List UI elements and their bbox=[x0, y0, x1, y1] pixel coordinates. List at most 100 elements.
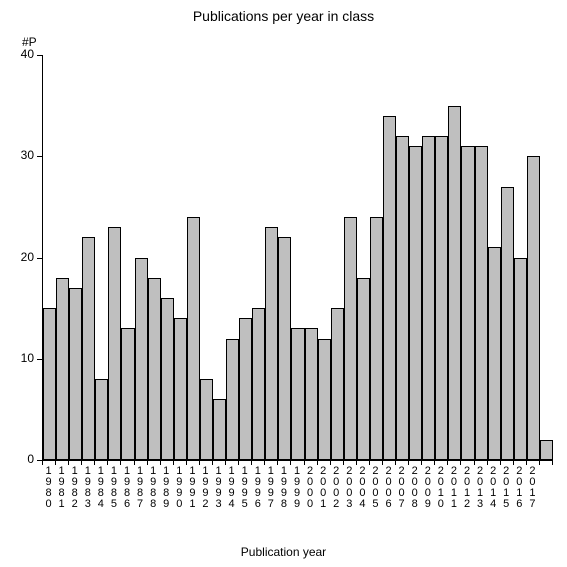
bar bbox=[252, 308, 265, 460]
bar bbox=[422, 136, 435, 460]
bar bbox=[514, 258, 527, 461]
bar bbox=[540, 440, 553, 460]
x-tick-mark bbox=[513, 460, 514, 465]
bar bbox=[331, 308, 344, 460]
x-tick-label: 1980 bbox=[44, 466, 54, 510]
x-tick-mark bbox=[94, 460, 95, 465]
y-tick-label: 0 bbox=[12, 452, 34, 466]
bar bbox=[239, 318, 252, 460]
x-axis-title: Publication year bbox=[0, 545, 567, 559]
x-tick-mark bbox=[225, 460, 226, 465]
x-tick-mark bbox=[212, 460, 213, 465]
x-tick-mark bbox=[408, 460, 409, 465]
x-tick-mark bbox=[199, 460, 200, 465]
x-tick-label: 1992 bbox=[200, 466, 210, 510]
x-tick-label: 2006 bbox=[384, 466, 394, 510]
x-tick-label: 1991 bbox=[187, 466, 197, 510]
x-tick-mark bbox=[369, 460, 370, 465]
x-tick-mark bbox=[434, 460, 435, 465]
bar bbox=[396, 136, 409, 460]
x-tick-label: 2001 bbox=[318, 466, 328, 510]
x-tick-mark bbox=[81, 460, 82, 465]
x-tick-mark bbox=[290, 460, 291, 465]
bar bbox=[357, 278, 370, 460]
bar bbox=[161, 298, 174, 460]
x-tick-label: 2002 bbox=[331, 466, 341, 510]
x-tick-label: 2017 bbox=[527, 466, 537, 510]
x-tick-mark bbox=[421, 460, 422, 465]
x-tick-label: 1983 bbox=[83, 466, 93, 510]
x-tick-label: 2011 bbox=[449, 466, 459, 510]
x-tick-label: 1997 bbox=[266, 466, 276, 510]
x-tick-label: 2010 bbox=[436, 466, 446, 510]
x-tick-mark bbox=[447, 460, 448, 465]
bar bbox=[121, 328, 134, 460]
x-tick-label: 1995 bbox=[240, 466, 250, 510]
x-tick-mark bbox=[317, 460, 318, 465]
y-tick-mark bbox=[37, 55, 42, 56]
x-tick-mark bbox=[238, 460, 239, 465]
x-tick-mark bbox=[120, 460, 121, 465]
bar bbox=[265, 227, 278, 460]
y-tick-label: 30 bbox=[12, 148, 34, 162]
x-tick-label: 1987 bbox=[135, 466, 145, 510]
bar bbox=[82, 237, 95, 460]
bar bbox=[475, 146, 488, 460]
x-tick-label: 1986 bbox=[122, 466, 132, 510]
y-tick-mark bbox=[37, 258, 42, 259]
y-tick-label: 10 bbox=[12, 351, 34, 365]
x-tick-mark bbox=[343, 460, 344, 465]
x-tick-label: 1984 bbox=[96, 466, 106, 510]
x-tick-label: 2012 bbox=[462, 466, 472, 510]
x-tick-mark bbox=[107, 460, 108, 465]
bar bbox=[56, 278, 69, 460]
x-tick-mark bbox=[173, 460, 174, 465]
x-tick-label: 1994 bbox=[227, 466, 237, 510]
x-tick-label: 2009 bbox=[423, 466, 433, 510]
x-tick-mark bbox=[264, 460, 265, 465]
bar bbox=[200, 379, 213, 460]
x-tick-label: 1996 bbox=[253, 466, 263, 510]
bar bbox=[344, 217, 357, 460]
x-tick-label: 2016 bbox=[514, 466, 524, 510]
x-tick-mark bbox=[474, 460, 475, 465]
x-tick-mark bbox=[552, 460, 553, 465]
bar bbox=[318, 339, 331, 461]
bar bbox=[95, 379, 108, 460]
y-tick-mark bbox=[37, 359, 42, 360]
y-tick-mark bbox=[37, 156, 42, 157]
x-tick-label: 2004 bbox=[357, 466, 367, 510]
x-tick-mark bbox=[304, 460, 305, 465]
x-tick-mark bbox=[526, 460, 527, 465]
bar bbox=[226, 339, 239, 461]
y-tick-label: 40 bbox=[12, 47, 34, 61]
x-tick-mark bbox=[134, 460, 135, 465]
x-tick-mark bbox=[460, 460, 461, 465]
bar bbox=[43, 308, 56, 460]
bar bbox=[108, 227, 121, 460]
x-tick-label: 2008 bbox=[410, 466, 420, 510]
bar bbox=[488, 247, 501, 460]
x-tick-label: 2000 bbox=[305, 466, 315, 510]
x-tick-label: 1982 bbox=[70, 466, 80, 510]
bar bbox=[501, 187, 514, 460]
bar bbox=[291, 328, 304, 460]
bar bbox=[278, 237, 291, 460]
chart-container: Publications per year in class #P Public… bbox=[0, 0, 567, 567]
x-tick-mark bbox=[42, 460, 43, 465]
x-tick-mark bbox=[147, 460, 148, 465]
x-tick-label: 1981 bbox=[57, 466, 67, 510]
x-tick-label: 1993 bbox=[214, 466, 224, 510]
bar bbox=[135, 258, 148, 461]
chart-title: Publications per year in class bbox=[0, 8, 567, 24]
x-tick-mark bbox=[55, 460, 56, 465]
x-tick-label: 1988 bbox=[148, 466, 158, 510]
bar bbox=[305, 328, 318, 460]
x-tick-mark bbox=[277, 460, 278, 465]
bar bbox=[383, 116, 396, 460]
bar bbox=[69, 288, 82, 460]
bar bbox=[435, 136, 448, 460]
x-tick-mark bbox=[356, 460, 357, 465]
bar bbox=[409, 146, 422, 460]
x-tick-mark bbox=[539, 460, 540, 465]
